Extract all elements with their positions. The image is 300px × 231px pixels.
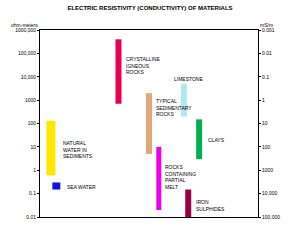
svg-text:10,000: 10,000 (262, 190, 278, 196)
svg-text:100,000: 100,000 (262, 214, 280, 220)
svg-text:0.01: 0.01 (262, 50, 272, 56)
svg-text:mS/m: mS/m (260, 22, 273, 28)
svg-text:1000: 1000 (25, 97, 36, 103)
svg-text:LIMESTONE: LIMESTONE (174, 76, 203, 82)
svg-text:100,000: 100,000 (18, 50, 36, 56)
svg-text:ROCKSCONTAININGPARTIALMELT: ROCKSCONTAININGPARTIALMELT (165, 164, 196, 190)
svg-text:10: 10 (262, 120, 268, 126)
svg-text:ELECTRIC RESISTIVITY (CONDUCTI: ELECTRIC RESISTIVITY (CONDUCTIVITY) OF M… (67, 5, 232, 11)
svg-text:0.01: 0.01 (26, 214, 36, 220)
svg-text:ohm-meters: ohm-meters (11, 22, 38, 28)
svg-text:IRONSULPHIDES: IRONSULPHIDES (196, 199, 225, 212)
svg-text:100: 100 (28, 120, 37, 126)
svg-text:1000,000: 1000,000 (15, 27, 36, 33)
svg-text:CLAYS: CLAYS (208, 137, 225, 143)
svg-text:10,000: 10,000 (21, 74, 37, 80)
svg-text:1: 1 (33, 167, 36, 173)
svg-text:1: 1 (262, 97, 265, 103)
svg-text:100: 100 (262, 144, 271, 150)
svg-text:1000: 1000 (262, 167, 273, 173)
svg-text:NATURALWATER INSEDIMENTS: NATURALWATER INSEDIMENTS (63, 140, 93, 159)
svg-text:CRYSTALLINEIGNEOUSROCKS: CRYSTALLINEIGNEOUSROCKS (126, 56, 160, 75)
svg-text:0.1: 0.1 (29, 190, 36, 196)
svg-text:TYPICALSEDIMENTARYROCKS: TYPICALSEDIMENTARYROCKS (156, 98, 192, 117)
svg-text:10: 10 (30, 144, 36, 150)
svg-text:SEA WATER: SEA WATER (67, 184, 96, 190)
svg-text:0.1: 0.1 (262, 74, 269, 80)
svg-text:0.001: 0.001 (262, 27, 275, 33)
